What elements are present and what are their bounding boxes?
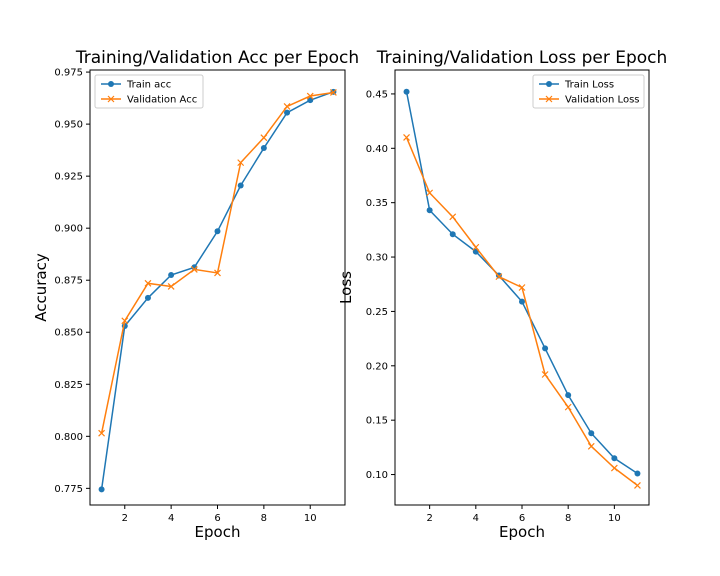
loss-x-axis-label: Epoch (499, 523, 545, 541)
validation-loss-legend-label: Validation Loss (565, 95, 640, 106)
train-acc-point (237, 182, 244, 189)
train-acc-point (191, 264, 198, 271)
validation-loss-point (564, 403, 572, 411)
loss-legend: Train Loss Validation Loss (532, 74, 645, 109)
acc-y-tick-label: 0.925 (54, 172, 83, 183)
validation-loss-line (405, 137, 638, 487)
train-acc-legend-label: Train acc (126, 80, 171, 91)
acc-y-tick-label: 0.950 (54, 120, 83, 131)
validation-acc-point (329, 89, 337, 96)
validation-acc-point (190, 265, 198, 273)
acc-y-tick-label: 0.775 (54, 484, 83, 495)
loss-y-tick-label: 0.20 (366, 361, 388, 372)
acc-y-tick-label: 0.850 (54, 328, 83, 339)
loss-y-tick-label: 0.30 (366, 253, 388, 264)
loss-y-tick-label: 0.35 (366, 198, 388, 209)
loss-legend-box (532, 74, 645, 109)
validation-loss-point (541, 371, 549, 378)
validation-loss-point (449, 213, 457, 221)
validation-acc-point (167, 283, 175, 290)
validation-acc-line (100, 91, 334, 434)
train-acc-point (260, 145, 267, 152)
acc-chart-title: Training/Validation Acc per Epoch (75, 48, 359, 68)
train-loss-legend-marker (546, 81, 552, 87)
validation-loss-point (426, 189, 434, 197)
train-acc-point (307, 97, 314, 104)
validation-acc-point (98, 429, 106, 437)
validation-loss-point (472, 243, 480, 251)
acc-y-tick-label: 0.800 (54, 432, 83, 443)
train-acc-line (100, 91, 334, 490)
validation-acc-point (121, 317, 129, 325)
train-loss-legend-label: Train Loss (564, 80, 614, 91)
loss-x-tick-label: 2 (426, 513, 432, 524)
acc-y-tick-label: 0.825 (54, 380, 83, 391)
acc-y-tick-label: 0.900 (54, 224, 83, 235)
validation-loss-point (495, 273, 503, 281)
validation-acc-point (144, 279, 152, 287)
acc-legend: Train acc Validation Acc (94, 74, 204, 109)
train-acc-point (214, 228, 221, 235)
validation-acc-legend-marker (107, 95, 115, 103)
train-loss-point (634, 470, 641, 477)
loss-y-tick-label: 0.15 (366, 416, 388, 427)
loss-x-tick-label: 10 (608, 513, 621, 524)
loss-y-tick-label: 0.25 (366, 307, 388, 318)
train-loss-point (565, 392, 572, 399)
train-loss-point (542, 345, 549, 352)
loss-x-tick-label: 6 (519, 513, 525, 524)
validation-acc-point (306, 92, 314, 100)
train-loss-point (426, 207, 433, 214)
loss-y-axis-label: Loss (337, 271, 355, 304)
train-loss-line (405, 91, 638, 475)
loss-y-tick-label: 0.10 (366, 470, 388, 481)
train-loss-point (588, 430, 595, 437)
train-acc-point (168, 272, 175, 279)
acc-x-tick-label: 8 (261, 513, 267, 524)
acc-y-tick-label: 0.975 (54, 68, 83, 79)
validation-loss-point (587, 442, 595, 450)
train-loss-point (611, 455, 618, 462)
validation-loss-point (634, 482, 641, 489)
loss-y-tick-label: 0.40 (366, 144, 388, 155)
loss-chart-title: Training/Validation Loss per Epoch (376, 48, 668, 68)
loss-y-tick-label: 0.45 (366, 89, 388, 100)
acc-y-tick-label: 0.875 (54, 276, 83, 287)
train-loss-point (449, 231, 456, 238)
validation-loss-point (403, 134, 410, 141)
validation-acc-point (214, 269, 221, 277)
train-acc-legend-marker (108, 81, 114, 87)
acc-x-axis-label: Epoch (195, 523, 241, 541)
train-loss-point (519, 298, 525, 305)
loss-chart: 2 4 6 8 10 0.10 0.15 0.20 0.25 0.30 0.35 0.40 0.45 Tr… (337, 48, 667, 541)
validation-acc-point (283, 102, 291, 110)
validation-loss-point (610, 464, 618, 472)
validation-loss-point (518, 284, 526, 291)
acc-y-axis-label: Accuracy (32, 253, 50, 322)
train-acc-point (98, 486, 105, 493)
validation-acc-point (260, 134, 268, 142)
train-acc-point (144, 294, 151, 301)
validation-acc-point (237, 159, 245, 167)
acc-chart: 2 4 6 8 10 0.775 0.800 0.825 0.850 0.875 0.900 0.92… (32, 48, 359, 541)
acc-x-tick-label: 10 (304, 513, 317, 524)
acc-x-tick-label: 6 (214, 513, 220, 524)
acc-plot-frame (89, 69, 346, 506)
validation-acc-legend-label: Validation Acc (127, 95, 197, 106)
validation-loss-legend-marker (545, 95, 553, 103)
acc-x-tick-label: 4 (168, 513, 174, 524)
acc-x-tick-label: 2 (122, 513, 128, 524)
acc-legend-box (94, 74, 204, 109)
train-acc-point (284, 109, 291, 116)
loss-x-tick-label: 4 (473, 513, 479, 524)
train-loss-point (403, 88, 410, 95)
loss-x-tick-label: 8 (565, 513, 571, 524)
